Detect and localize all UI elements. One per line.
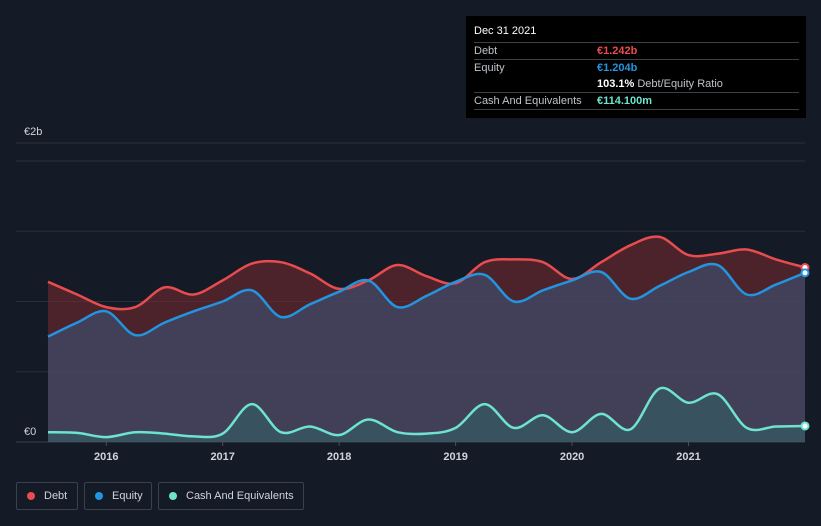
x-tick-label: 2018 (327, 451, 351, 463)
tooltip-ratio-spacer (474, 76, 597, 92)
end-marker-equity (800, 268, 810, 278)
area-equity (48, 263, 805, 442)
tooltip-debt-label: Debt (474, 45, 498, 57)
tooltip-cash-label: Cash And Equivalents (474, 95, 582, 107)
legend-label-equity: Equity (112, 490, 143, 502)
legend-dot-debt (27, 492, 35, 500)
y-tick-label: €0 (24, 426, 36, 438)
tooltip-ratio-value: 103.1% (597, 78, 635, 90)
tooltip-panel: Dec 31 2021 Debt €1.242b Equity €1.204b … (466, 16, 806, 118)
x-axis-ticks: 2016 2017 2018 2019 2020 2021 (94, 442, 701, 463)
tooltip-date: Dec 31 2021 (474, 25, 537, 37)
line-cash-and-equivalents (47, 386, 806, 439)
line-equity (47, 262, 806, 338)
tooltip-row-ratio: 103.1% Debt/Equity Ratio (474, 76, 799, 92)
series-end-markers (800, 262, 810, 431)
legend-label-debt: Debt (44, 490, 68, 502)
tooltip-ratio-label: Debt/Equity Ratio (637, 78, 723, 90)
y-tick-label: €2b (24, 126, 42, 138)
line-debt (47, 235, 806, 311)
series-areas (48, 236, 805, 442)
x-tick-label: 2021 (676, 451, 700, 463)
tooltip-cash-value: €114.100m (597, 95, 653, 107)
tooltip-debt-value: €1.242b (597, 45, 638, 57)
area-cash-and-equivalents (48, 387, 805, 442)
series-lines (47, 235, 806, 439)
tooltip-row-equity: Equity €1.204b (474, 59, 799, 76)
legend-item-cash[interactable]: Cash And Equivalents (158, 482, 304, 510)
x-tick-label: 2017 (210, 451, 234, 463)
tooltip-equity-value: €1.204b (597, 62, 638, 74)
x-tick-label: 2016 (94, 451, 118, 463)
legend-dot-cash (169, 492, 177, 500)
legend-label-cash: Cash And Equivalents (186, 490, 294, 502)
x-tick-label: 2020 (560, 451, 584, 463)
tooltip-equity-label: Equity (474, 62, 505, 74)
x-tick-label: 2019 (443, 451, 467, 463)
tooltip-row-cash: Cash And Equivalents €114.100m (474, 92, 799, 110)
legend-item-equity[interactable]: Equity (84, 482, 152, 510)
y-axis-ticks: €2b €0 (24, 126, 42, 438)
end-marker-cash-and-equivalents (800, 421, 810, 431)
legend-item-debt[interactable]: Debt (16, 482, 78, 510)
legend-dot-equity (95, 492, 103, 500)
tooltip-row-debt: Debt €1.242b (474, 42, 799, 59)
